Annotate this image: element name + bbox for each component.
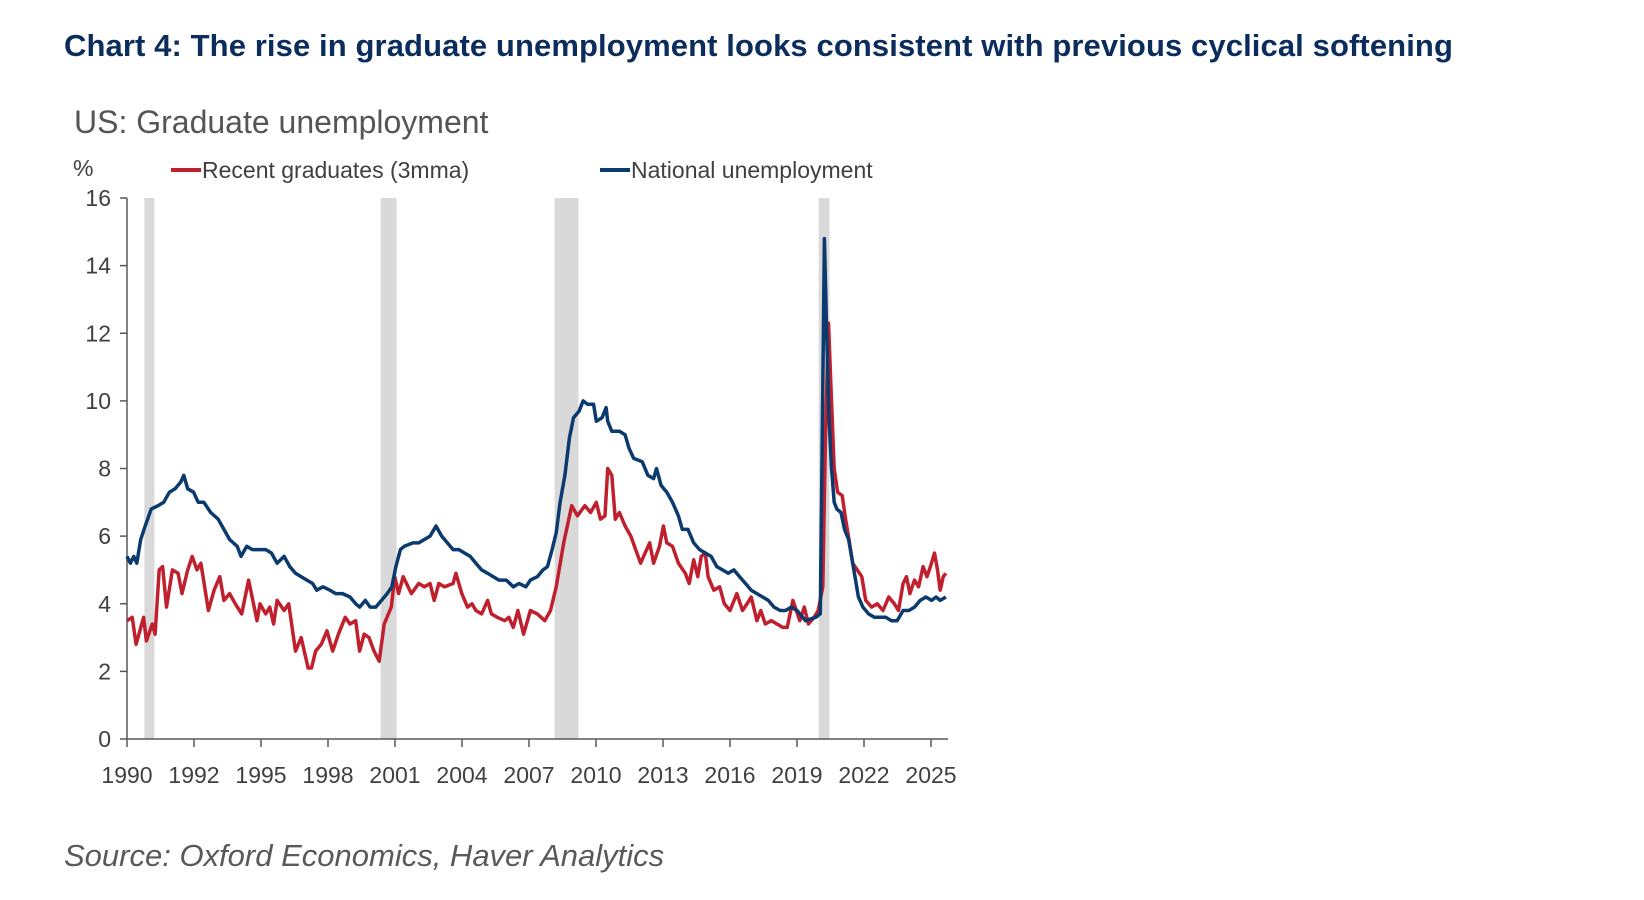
source-note: Source: Oxford Economics, Haver Analytic… [64,838,665,873]
chart-title: Chart 4: The rise in graduate unemployme… [64,28,1453,63]
y-tick-label: 4 [98,591,111,617]
x-tick-label: 2016 [704,762,755,788]
legend: Recent graduates (3mma) National unemplo… [171,157,873,183]
y-tick-label: 16 [85,185,111,211]
y-tick-label: 6 [98,523,111,549]
x-tick-label: 2001 [369,762,420,788]
y-axis-unit-label: % [73,155,93,181]
x-tick-label: 2025 [905,762,956,788]
x-tick-label: 2013 [637,762,688,788]
series-lines [125,236,948,670]
recession-band [380,198,397,739]
x-tick-label: 2004 [436,762,487,788]
legend-label-national: National unemployment [631,157,873,183]
recession-shading [144,198,830,739]
y-tick-label: 2 [98,658,111,684]
x-tick-label: 2019 [771,762,822,788]
x-tick-label: 1995 [235,762,286,788]
y-tick-label: 0 [98,726,111,752]
series-line-recent-graduates [126,321,948,670]
recession-band [144,198,155,739]
y-tick-label: 14 [85,253,111,279]
x-tick-label: 2022 [838,762,889,788]
x-tick-label: 2007 [503,762,554,788]
y-tick-label: 12 [85,320,111,346]
chart-subtitle: US: Graduate unemployment [74,104,489,140]
x-tick-label: 2010 [570,762,621,788]
x-tick-label: 1998 [302,762,353,788]
x-tick-label: 1990 [101,762,152,788]
series-line-national-unemployment [125,236,947,623]
legend-label-recent-graduates: Recent graduates (3mma) [202,157,469,183]
x-tick-label: 1992 [168,762,219,788]
y-tick-label: 8 [98,456,111,482]
axes: 0 2 4 6 8 10 12 14 16 1990 1992 1995 1998 2001 2004 200… [85,185,956,788]
y-tick-label: 10 [85,388,111,414]
